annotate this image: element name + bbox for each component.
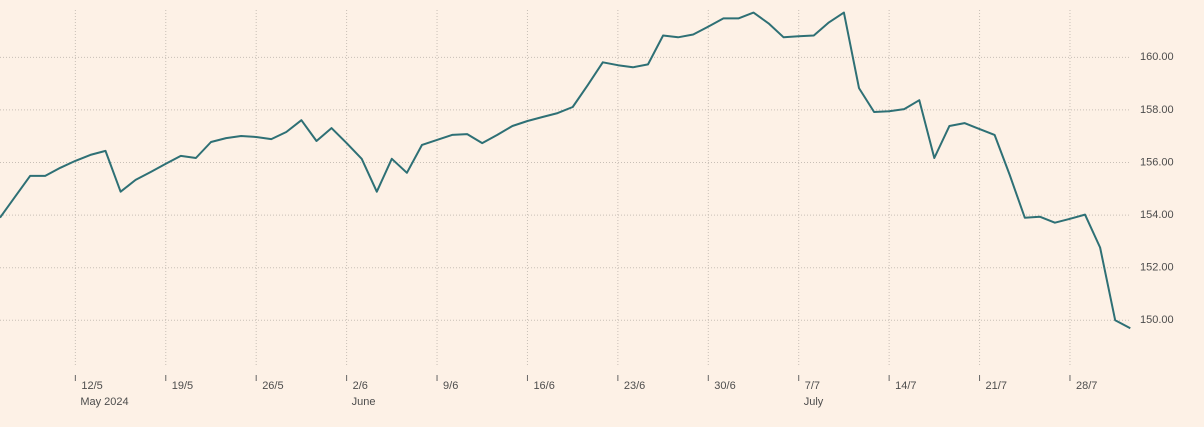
x-tick-label: 30/6 [714,380,735,392]
x-tick-label: 16/6 [533,380,554,392]
x-sublabel: June [352,396,376,408]
x-sublabel: July [804,396,824,408]
x-tick-label: 21/7 [986,380,1007,392]
y-tick-label: 160.00 [1140,51,1174,63]
y-tick-label: 150.00 [1140,314,1174,326]
x-tick-label: 23/6 [624,380,645,392]
x-tick-label: 28/7 [1076,380,1097,392]
price-line [0,11,1131,330]
x-tick-label: 2/6 [353,380,368,392]
x-tick-label: 14/7 [895,380,916,392]
x-tick-label: 26/5 [262,380,283,392]
x-tick-label: 7/7 [805,380,820,392]
x-tick-label: 9/6 [443,380,458,392]
y-tick-label: 158.00 [1140,104,1174,116]
y-tick-label: 156.00 [1140,156,1174,168]
x-sublabel: May 2024 [80,396,128,408]
x-tick-label: 12/5 [81,380,102,392]
y-tick-label: 152.00 [1140,262,1174,274]
y-tick-label: 154.00 [1140,209,1174,221]
x-tick-label: 19/5 [172,380,193,392]
